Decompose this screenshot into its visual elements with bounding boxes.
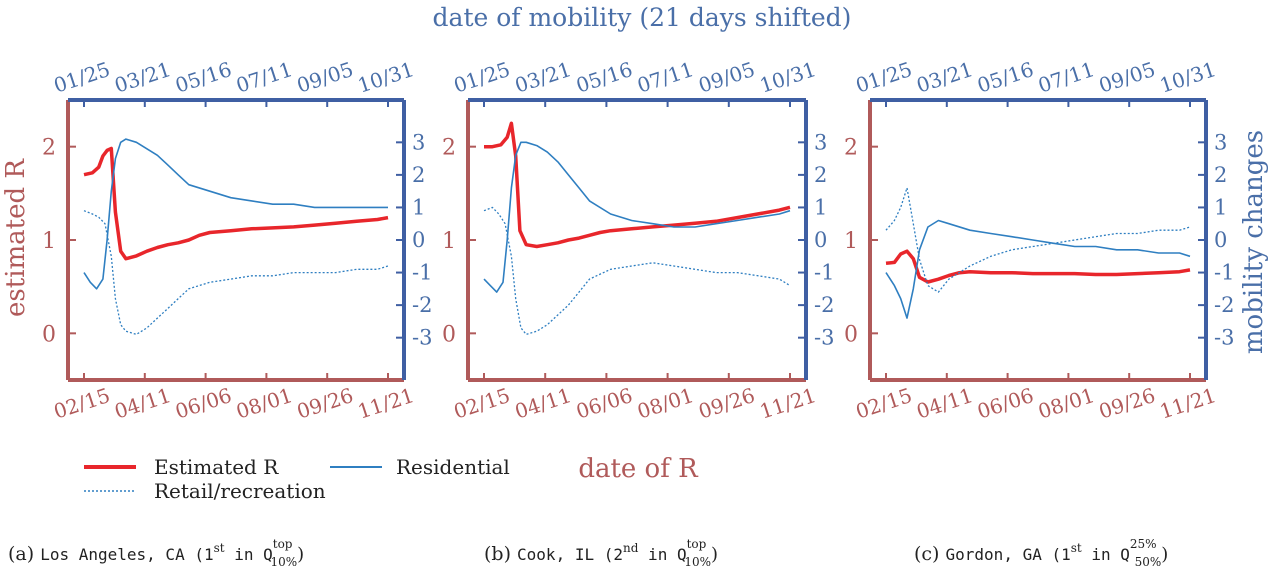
x-bottom-tick-label: 06/06 — [573, 383, 635, 424]
series-retail-recreation — [885, 187, 1191, 293]
y-right-tick-label: -3 — [1214, 326, 1234, 350]
x-top-tick-label: 10/31 — [757, 57, 819, 98]
x-bottom-tick-label: 08/01 — [1035, 383, 1097, 424]
x-bottom-tick-label: 04/11 — [512, 383, 574, 424]
legend-label-residential: Residential — [396, 455, 510, 479]
y-right-tick-label: 2 — [814, 163, 827, 187]
x-top-tick-label: 09/05 — [1096, 57, 1158, 98]
caption-b: (b) Cook, IL (2nd in Qtop 10%) — [484, 537, 718, 569]
y-left-tick-label: 1 — [442, 229, 456, 254]
x-top-tick-label: 05/16 — [172, 57, 234, 98]
legend: Estimated R Residential Retail/recreatio… — [84, 455, 510, 503]
y-right-tick-label: -3 — [412, 326, 432, 350]
x-bottom-tick-label: 04/11 — [914, 383, 976, 424]
y-right-tick-label: -1 — [1214, 261, 1234, 285]
x-top-tick-label: 07/11 — [233, 57, 295, 98]
x-bottom-tick-label: 09/26 — [696, 383, 758, 424]
x-top-tick-label: 03/21 — [914, 57, 976, 98]
svg-text:(a) Los Angeles, CA (1st in Qt: (a) Los Angeles, CA (1st in Qtop 10%) — [8, 537, 304, 569]
y-right-tick-label: 0 — [814, 228, 827, 252]
y-right-tick-label: -2 — [1214, 293, 1234, 317]
panel-1: 0 1 2 -3 -2 -1 0 1 2 3 02/1504/1106/0608/0109/2611… — [42, 57, 432, 424]
x-top-tick-label: 10/31 — [1157, 57, 1219, 98]
x-bottom-tick-label: 06/06 — [172, 383, 234, 424]
x-top-tick-label: 09/05 — [294, 57, 356, 98]
legend-label-retail: Retail/recreation — [154, 479, 326, 503]
x-bottom-tick-label: 08/01 — [233, 383, 295, 424]
y-left-tick-label: 2 — [844, 136, 858, 161]
series-residential — [483, 141, 791, 293]
x-top-tick-label: 05/16 — [573, 57, 635, 98]
x-top-tick-label: 05/16 — [974, 57, 1036, 98]
series-estimated-r — [83, 146, 389, 261]
x-bottom-tick-label: 02/15 — [451, 383, 513, 424]
series-residential — [83, 138, 388, 290]
x-top-tick-label: 01/25 — [853, 57, 915, 98]
y-right-tick-label: 3 — [1214, 130, 1227, 154]
x-bottom-tick-label: 08/01 — [634, 383, 696, 424]
bottom-axis-label: date of R — [578, 454, 699, 484]
svg-text:(c) Gordon, GA (1st in Q25%50%: (c) Gordon, GA (1st in Q25% 50%) — [914, 537, 1168, 569]
legend-label-estimated-r: Estimated R — [154, 455, 279, 479]
y-left-tick-label: 0 — [844, 322, 858, 347]
x-top-tick-label: 01/25 — [51, 57, 113, 98]
panel-3: 0 1 2 -3 -2 -1 0 1 2 3 02/1504/1106/0608/0109/2611… — [844, 57, 1234, 424]
x-top-tick-label: 03/21 — [512, 57, 574, 98]
x-bottom-tick-label: 09/26 — [294, 383, 356, 424]
y-left-tick-label: 2 — [442, 136, 456, 161]
y-right-tick-label: 1 — [412, 195, 425, 219]
y-right-tick-label: 0 — [1214, 228, 1227, 252]
y-left-tick-label: 0 — [42, 322, 56, 347]
series-retail-recreation — [83, 210, 389, 336]
y-right-tick-label: 3 — [814, 130, 827, 154]
top-axis-label: date of mobility (21 days shifted) — [433, 3, 852, 32]
series-estimated-r — [484, 121, 791, 249]
right-axis-label: mobility changes — [1239, 130, 1269, 354]
x-top-tick-label: 09/05 — [696, 57, 758, 98]
y-right-tick-label: -1 — [412, 261, 432, 285]
x-bottom-tick-label: 02/15 — [853, 383, 915, 424]
x-bottom-tick-label: 06/06 — [974, 383, 1036, 424]
y-right-tick-label: -2 — [814, 293, 834, 317]
y-left-tick-label: 1 — [42, 229, 56, 254]
panel-2: 0 1 2 -3 -2 -1 0 1 2 3 02/1504/1106/0608/0109/2611… — [442, 57, 834, 424]
x-bottom-tick-label: 11/21 — [1157, 383, 1219, 424]
x-bottom-tick-label: 04/11 — [112, 383, 174, 424]
x-bottom-tick-label: 02/15 — [51, 383, 113, 424]
x-bottom-tick-label: 11/21 — [757, 383, 819, 424]
left-axis-label: estimated R — [1, 158, 31, 317]
y-left-tick-label: 2 — [42, 136, 56, 161]
y-right-tick-label: -2 — [412, 293, 432, 317]
y-right-tick-label: 3 — [412, 130, 425, 154]
x-top-tick-label: 07/11 — [634, 57, 696, 98]
series-estimated-r — [885, 249, 1191, 284]
caption-a: (a) Los Angeles, CA (1st in Qtop 10%) — [8, 537, 304, 569]
y-right-tick-label: 1 — [1214, 195, 1227, 219]
y-left-tick-label: 1 — [844, 229, 858, 254]
x-bottom-tick-label: 09/26 — [1096, 383, 1158, 424]
y-right-tick-label: 2 — [1214, 163, 1227, 187]
y-right-tick-label: -3 — [814, 326, 834, 350]
x-bottom-tick-label: 11/21 — [355, 383, 417, 424]
x-top-tick-label: 10/31 — [355, 57, 417, 98]
series-residential — [885, 219, 1191, 319]
y-right-tick-label: 0 — [412, 228, 425, 252]
x-top-tick-label: 03/21 — [112, 57, 174, 98]
x-top-tick-label: 01/25 — [451, 57, 513, 98]
y-left-tick-label: 0 — [442, 322, 456, 347]
y-right-tick-label: 1 — [814, 195, 827, 219]
y-right-tick-label: 2 — [412, 163, 425, 187]
series-retail-recreation — [483, 206, 791, 336]
caption-c: (c) Gordon, GA (1st in Q25% 50%) — [914, 537, 1168, 569]
x-top-tick-label: 07/11 — [1035, 57, 1097, 98]
y-right-tick-label: -1 — [814, 261, 834, 285]
